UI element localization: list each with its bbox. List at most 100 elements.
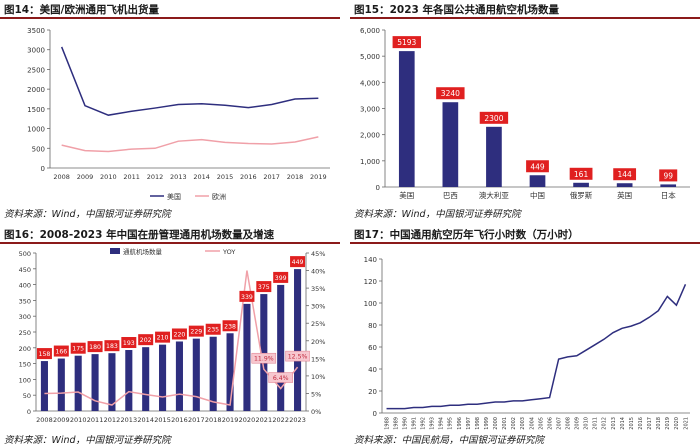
bar: [91, 354, 99, 411]
bar: [573, 182, 589, 187]
x-tick-label: 2018: [205, 416, 222, 424]
yoy-label: 6.4%: [273, 375, 289, 382]
data-label-box: [121, 337, 137, 349]
flight-hours-line: [386, 284, 687, 410]
bar: [243, 303, 251, 411]
data-label-box: [659, 169, 678, 182]
x-tick-label: 1992: [421, 417, 427, 430]
x-tick-label: 2021: [683, 417, 689, 430]
x-tick-label: 1991: [412, 417, 418, 430]
x-tick-label: 2009: [77, 173, 94, 181]
data-label-box: [155, 331, 171, 343]
bar: [398, 51, 415, 187]
chart-title: 图15：2023 年各国公共通用航空机场数量: [354, 4, 559, 16]
x-tick-label: 2014: [193, 173, 210, 181]
panel-airports-by-country: 图15：2023 年各国公共通用航空机场数量 0 1,000 2,000 3,000 4…: [350, 0, 700, 222]
data-label: 210: [157, 335, 169, 342]
y-tick-label: 1000: [27, 126, 45, 134]
y-tick-label: 0: [376, 184, 380, 192]
y-tick-label: 5,000: [360, 53, 380, 61]
yoy-label-box: [268, 372, 293, 383]
y-right-tick-label: 30%: [311, 303, 325, 311]
yoy-label: 11.9%: [254, 356, 274, 363]
x-tick-label: 2020: [674, 417, 680, 430]
yoy-label-box: [285, 350, 310, 362]
data-label: 161: [574, 170, 589, 179]
x-tick-label: 1990: [402, 417, 408, 430]
data-label-box: [569, 167, 593, 180]
x-tick-label: 2010: [100, 173, 117, 181]
data-label: 99: [663, 171, 673, 180]
bar: [442, 102, 459, 187]
x-tick-label: 2013: [121, 416, 138, 424]
x-tick-label: 2012: [147, 173, 164, 181]
bar: [616, 183, 633, 187]
y-tick-label: 20: [368, 388, 377, 396]
x-tick-label: 俄罗斯: [570, 190, 593, 200]
y-tick-label: 500: [19, 250, 31, 258]
x-tick-label: 1995: [448, 417, 454, 430]
y-tick-label: 3000: [27, 47, 45, 55]
x-tick-label: 2021: [256, 416, 273, 424]
data-label-box: [613, 168, 637, 181]
data-label: 158: [39, 351, 51, 358]
shipments-line-chart: 0 500 1000 1500 2000 2500 3000 3500 2008 2009 2010…: [27, 27, 330, 201]
y-tick-label: 300: [19, 313, 31, 321]
x-tick-label: 2016: [240, 173, 257, 181]
y-tick-label: 3500: [27, 27, 45, 35]
y-tick-label: 1,000: [360, 158, 380, 166]
x-tick-label: 1999: [484, 417, 490, 430]
y-tick-label: 200: [19, 345, 31, 353]
x-tick-label: 1988: [384, 417, 390, 430]
data-label: 193: [123, 340, 135, 347]
data-label: 449: [292, 259, 304, 266]
data-label: 180: [89, 344, 101, 351]
chart-source: 资料来源：Wind，中国银河证券研究院: [4, 435, 171, 446]
x-tick-label: 2003: [520, 417, 526, 430]
y-tick-label: 80: [368, 322, 377, 330]
x-tick-label: 2009: [53, 416, 70, 424]
data-label: 5193: [397, 38, 416, 47]
title-rule: [350, 242, 700, 244]
bar: [294, 269, 302, 411]
bar: [209, 336, 217, 411]
panel-flight-hours: 图17：中国通用航空历年飞行小时数（万小时） 0 20 40 60 80 100 120 14…: [350, 225, 700, 447]
data-label: 175: [72, 346, 84, 353]
yoy-line: [44, 270, 299, 406]
x-tick-label: 2008: [53, 173, 70, 181]
legend-swatch: [110, 248, 120, 254]
data-label-box: [479, 111, 509, 124]
x-tick-label: 1997: [466, 417, 472, 430]
x-tick-label: 2001: [502, 417, 508, 430]
series-line-europe: [61, 136, 319, 153]
x-tick-label: 2016: [171, 416, 188, 424]
bar: [260, 294, 268, 411]
data-label-box: [188, 325, 204, 337]
y-right-tick-label: 5%: [311, 390, 321, 398]
data-label-box: [273, 271, 289, 283]
x-tick-label: 2020: [239, 416, 256, 424]
y-right-tick-label: 20%: [311, 338, 325, 346]
y-tick-label: 0: [41, 165, 45, 173]
y-tick-label: 150: [19, 361, 31, 369]
y-tick-label: 2,000: [360, 132, 380, 140]
y-tick-label: 400: [19, 282, 31, 290]
x-tick-label: 2017: [647, 417, 653, 430]
data-label: 339: [241, 294, 253, 301]
bar: [192, 338, 200, 411]
title-rule: [0, 17, 340, 19]
chart-title: 图17：中国通用航空历年飞行小时数（万小时）: [354, 229, 579, 241]
y-right-tick-label: 40%: [311, 268, 325, 276]
data-label: 3240: [441, 89, 460, 98]
bar: [108, 353, 116, 411]
x-tick-label: 2011: [87, 416, 104, 424]
data-label: 375: [258, 284, 270, 291]
x-tick-label: 1989: [393, 417, 399, 430]
x-tick-label: 2010: [584, 417, 590, 430]
y-tick-label: 50: [23, 392, 31, 400]
data-label-box: [70, 342, 86, 354]
chart-source: 资料来源：中国民航局，中国银河证券研究院: [354, 435, 545, 446]
x-tick-label: 日本: [661, 190, 676, 200]
data-label: 238: [224, 323, 236, 330]
data-label: 399: [275, 275, 287, 282]
